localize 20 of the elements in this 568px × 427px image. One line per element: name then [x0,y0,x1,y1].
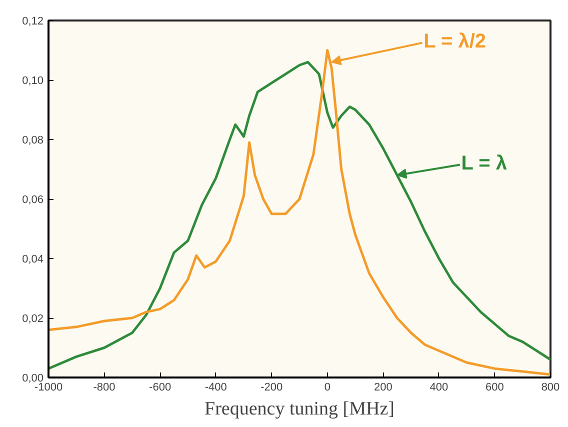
y-tick-label: 0,00 [22,372,44,384]
x-axis-title: Frequency tuning [MHz] [204,398,394,420]
x-tick-label: -400 [204,382,227,394]
annotation: L = λ [461,152,508,174]
x-tick-label: -600 [149,382,172,394]
x-tick-label: 400 [430,382,448,394]
y-tick-label: 0,06 [22,194,44,206]
y-tick-label: 0,10 [22,75,44,87]
x-tick-label: -800 [93,382,116,394]
x-tick-label: 600 [486,382,504,394]
x-tick-label: 200 [374,382,392,394]
x-tick-label: -1000 [34,382,63,394]
y-tick-label: 0,04 [22,254,44,266]
x-tick-label: -200 [260,382,283,394]
y-tick-label: 0,02 [22,313,44,325]
y-tick-label: 0,08 [22,134,44,146]
x-tick-label: 0 [324,382,330,394]
x-tick-label: 800 [541,382,560,394]
annotation: L = λ/2 [424,30,486,52]
y-tick-label: 0,12 [22,16,44,28]
